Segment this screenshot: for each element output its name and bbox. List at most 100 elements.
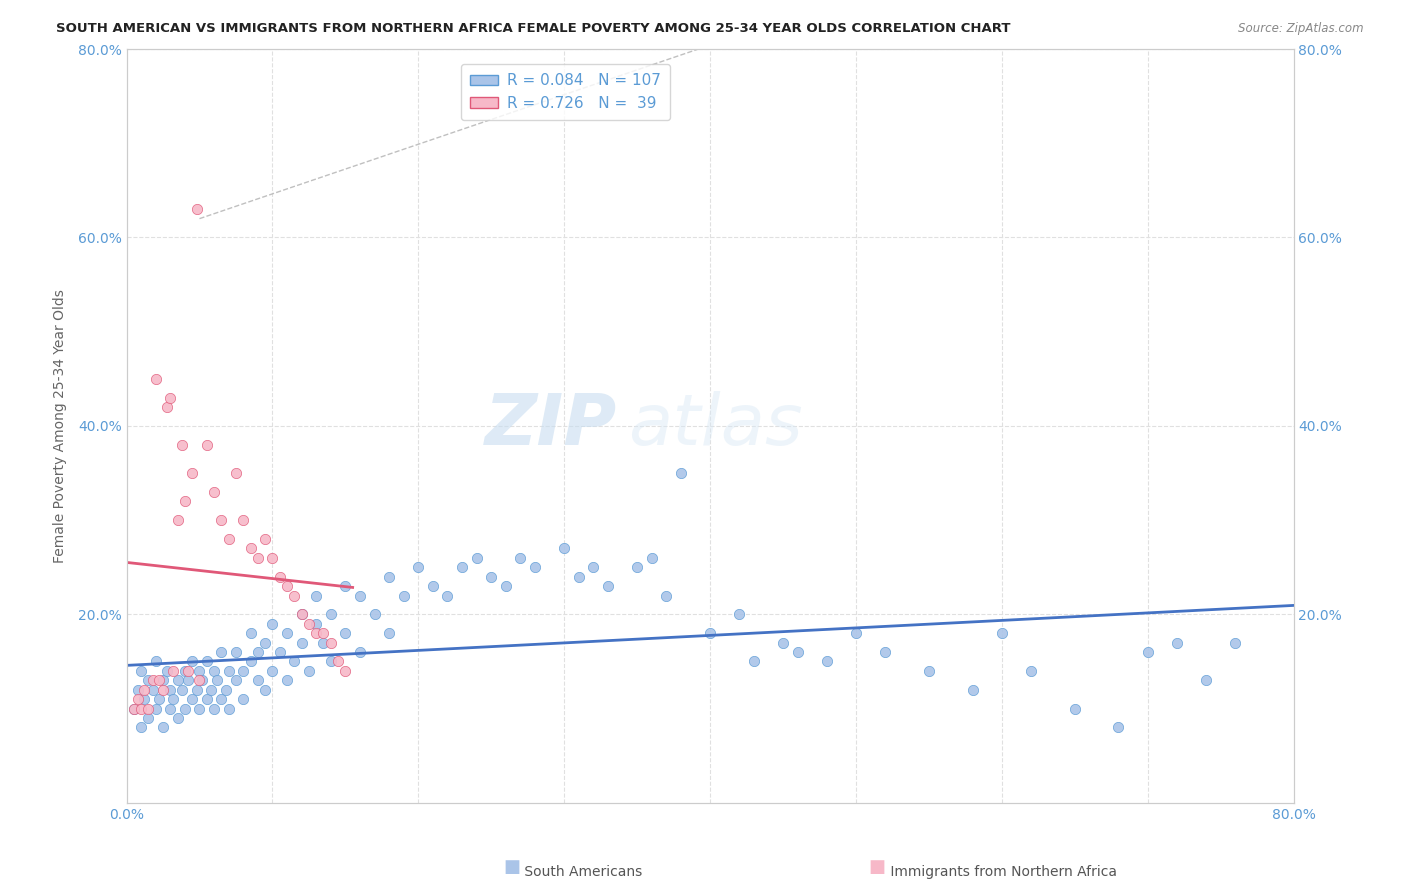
Point xyxy=(205,673,228,688)
Point xyxy=(1223,635,1246,649)
Point xyxy=(276,626,298,640)
Point xyxy=(188,664,211,678)
Point xyxy=(246,673,269,688)
Legend: R = 0.084   N = 107, R = 0.726   N =  39: R = 0.084 N = 107, R = 0.726 N = 39 xyxy=(461,64,669,120)
Point xyxy=(582,560,605,574)
Point xyxy=(129,701,152,715)
Point xyxy=(669,466,692,480)
Point xyxy=(378,570,401,584)
Text: atlas: atlas xyxy=(628,392,803,460)
Point xyxy=(335,626,357,640)
Point xyxy=(202,701,225,715)
Point xyxy=(159,701,181,715)
Point xyxy=(990,626,1012,640)
Point xyxy=(262,616,284,631)
Point xyxy=(786,645,808,659)
Point xyxy=(254,682,277,697)
Point xyxy=(152,682,174,697)
Point xyxy=(524,560,547,574)
Point xyxy=(218,664,240,678)
Point xyxy=(195,655,218,669)
Point xyxy=(142,682,165,697)
Point xyxy=(174,494,197,508)
Point xyxy=(298,664,321,678)
Point xyxy=(326,655,349,669)
Point xyxy=(202,664,225,678)
Point xyxy=(408,560,430,574)
Point xyxy=(202,484,225,499)
Point xyxy=(319,607,342,622)
Text: SOUTH AMERICAN VS IMMIGRANTS FROM NORTHERN AFRICA FEMALE POVERTY AMONG 25-34 YEA: SOUTH AMERICAN VS IMMIGRANTS FROM NORTHE… xyxy=(56,22,1011,36)
Point xyxy=(166,711,188,725)
Point xyxy=(127,692,149,706)
Point xyxy=(1019,664,1042,678)
Point xyxy=(298,616,321,631)
Text: Source: ZipAtlas.com: Source: ZipAtlas.com xyxy=(1239,22,1364,36)
Point xyxy=(436,589,458,603)
Point xyxy=(181,466,204,480)
Point xyxy=(269,570,291,584)
Point xyxy=(246,550,269,565)
Point xyxy=(188,673,211,688)
Point xyxy=(568,570,591,584)
Point xyxy=(122,701,145,715)
Point xyxy=(162,692,184,706)
Text: ■: ■ xyxy=(869,858,886,876)
Point xyxy=(225,645,247,659)
Point xyxy=(188,701,211,715)
Point xyxy=(246,645,269,659)
Point xyxy=(451,560,474,574)
Point xyxy=(209,513,232,527)
Point xyxy=(962,682,984,697)
Text: ZIP: ZIP xyxy=(485,392,617,460)
Point xyxy=(254,635,277,649)
Point xyxy=(218,532,240,546)
Point xyxy=(1195,673,1218,688)
Point xyxy=(145,655,167,669)
Point xyxy=(156,400,179,414)
Point xyxy=(728,607,751,622)
Point xyxy=(262,550,284,565)
Y-axis label: Female Poverty Among 25-34 Year Olds: Female Poverty Among 25-34 Year Olds xyxy=(52,289,66,563)
Point xyxy=(232,664,254,678)
Point xyxy=(392,589,415,603)
Point xyxy=(232,692,254,706)
Point xyxy=(465,550,488,565)
Point xyxy=(209,645,232,659)
Point xyxy=(305,626,328,640)
Point xyxy=(378,626,401,640)
Point xyxy=(283,655,305,669)
Point xyxy=(283,589,305,603)
Point xyxy=(166,513,188,527)
Point xyxy=(186,682,208,697)
Point xyxy=(290,607,312,622)
Point xyxy=(138,701,160,715)
Point xyxy=(127,682,149,697)
Point xyxy=(195,438,218,452)
Point xyxy=(174,701,197,715)
Point xyxy=(152,673,174,688)
Point xyxy=(290,635,312,649)
Point xyxy=(138,711,160,725)
Point xyxy=(596,579,619,593)
Point xyxy=(166,673,188,688)
Point xyxy=(177,664,200,678)
Point xyxy=(319,635,342,649)
Point xyxy=(162,664,184,678)
Point xyxy=(181,692,204,706)
Point xyxy=(349,589,371,603)
Point xyxy=(132,682,155,697)
Point xyxy=(215,682,238,697)
Point xyxy=(422,579,444,593)
Point xyxy=(276,673,298,688)
Point xyxy=(1166,635,1188,649)
Point xyxy=(875,645,897,659)
Point xyxy=(262,664,284,678)
Point xyxy=(276,579,298,593)
Point xyxy=(254,532,277,546)
Point xyxy=(699,626,721,640)
Point xyxy=(239,655,262,669)
Point xyxy=(363,607,385,622)
Point xyxy=(195,692,218,706)
Point xyxy=(290,607,312,622)
